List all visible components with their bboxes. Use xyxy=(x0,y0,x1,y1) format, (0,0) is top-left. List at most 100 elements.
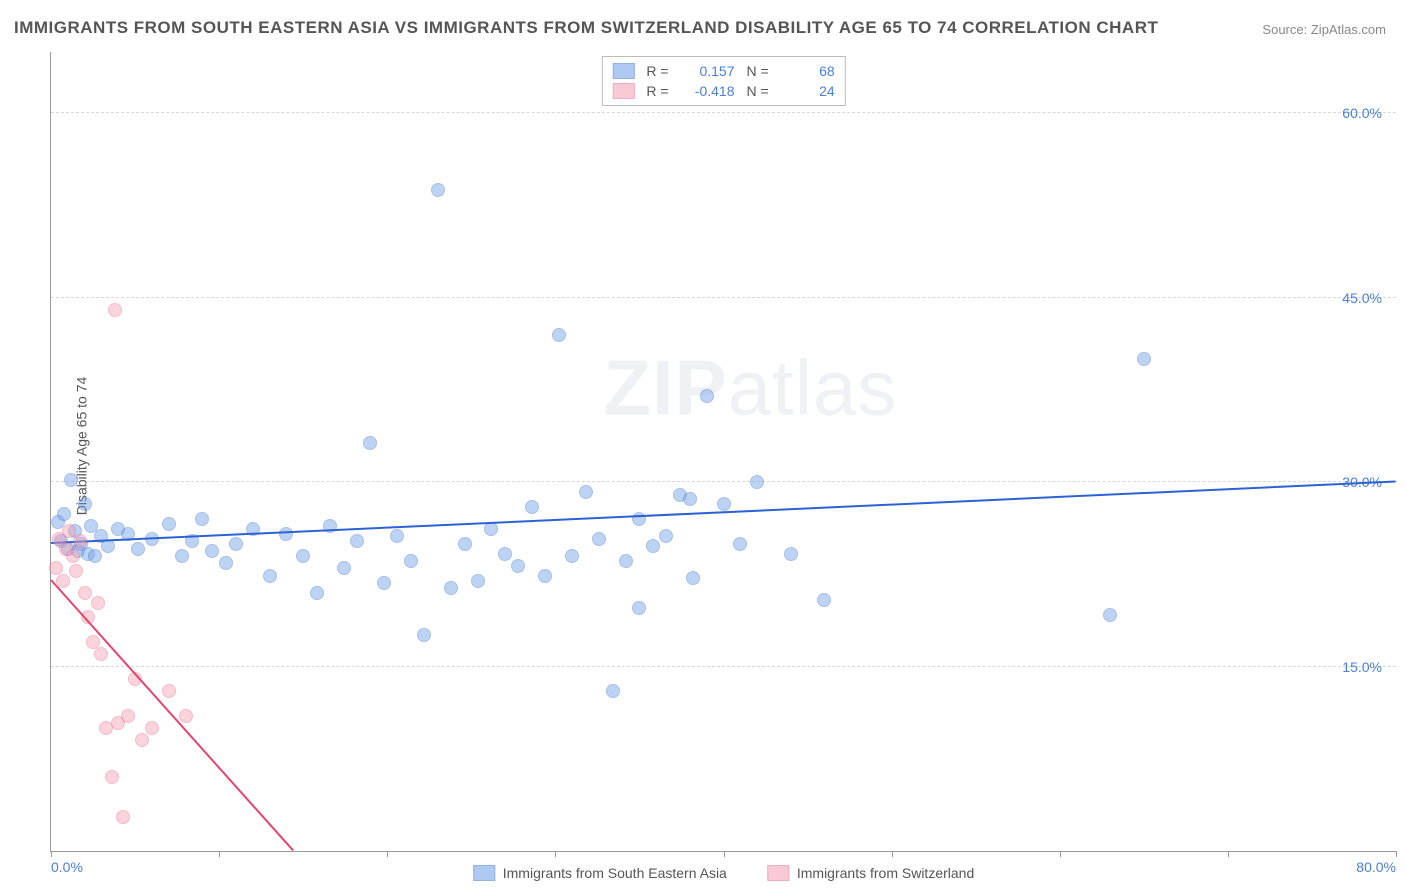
data-point xyxy=(145,721,159,735)
data-point xyxy=(73,534,87,548)
data-point xyxy=(195,512,209,526)
gridline xyxy=(51,666,1396,667)
trend-line xyxy=(50,579,294,851)
data-point xyxy=(88,549,102,563)
r-value: 0.157 xyxy=(681,63,735,79)
x-tick xyxy=(1396,851,1397,857)
data-point xyxy=(78,497,92,511)
data-point xyxy=(632,601,646,615)
x-tick xyxy=(1060,851,1061,857)
data-point xyxy=(458,537,472,551)
r-value: -0.418 xyxy=(681,83,735,99)
data-point xyxy=(296,549,310,563)
data-point xyxy=(1137,352,1151,366)
data-point xyxy=(263,569,277,583)
data-point xyxy=(310,586,324,600)
series-legend: Immigrants from South Eastern Asia Immigr… xyxy=(473,865,974,881)
r-label: R = xyxy=(646,63,668,79)
data-point xyxy=(162,684,176,698)
x-tick xyxy=(1228,851,1229,857)
data-point xyxy=(471,574,485,588)
data-point xyxy=(525,500,539,514)
data-point xyxy=(135,733,149,747)
y-tick-label: 60.0% xyxy=(1342,105,1382,121)
data-point xyxy=(538,569,552,583)
data-point xyxy=(565,549,579,563)
x-tick xyxy=(555,851,556,857)
gridline xyxy=(51,112,1396,113)
data-point xyxy=(91,596,105,610)
data-point xyxy=(66,549,80,563)
data-point xyxy=(131,542,145,556)
data-point xyxy=(279,527,293,541)
data-point xyxy=(337,561,351,575)
legend-swatch xyxy=(612,83,634,99)
data-point xyxy=(377,576,391,590)
legend-item: Immigrants from Switzerland xyxy=(767,865,974,881)
x-tick-label: 80.0% xyxy=(1356,859,1396,875)
data-point xyxy=(646,539,660,553)
watermark: ZIPatlas xyxy=(603,342,897,433)
legend-swatch xyxy=(473,865,495,881)
r-label: R = xyxy=(646,83,668,99)
y-tick-label: 15.0% xyxy=(1342,659,1382,675)
data-point xyxy=(78,586,92,600)
n-value: 24 xyxy=(781,83,835,99)
correlation-legend: R = 0.157 N = 68 R = -0.418 N = 24 xyxy=(601,56,845,106)
source-link[interactable]: ZipAtlas.com xyxy=(1311,22,1386,37)
trend-line xyxy=(51,480,1396,543)
data-point xyxy=(686,571,700,585)
data-point xyxy=(229,537,243,551)
data-point xyxy=(64,473,78,487)
data-point xyxy=(162,517,176,531)
chart-plot-area: ZIPatlas R =0.157N =68R =-0.418N =24 Imm… xyxy=(50,52,1396,852)
n-label: N = xyxy=(747,83,769,99)
data-point xyxy=(404,554,418,568)
data-point xyxy=(57,507,71,521)
data-point xyxy=(205,544,219,558)
data-point xyxy=(417,628,431,642)
x-tick xyxy=(51,851,52,857)
legend-row: R = 0.157 N = 68 xyxy=(612,61,834,81)
x-tick xyxy=(219,851,220,857)
legend-label: Immigrants from South Eastern Asia xyxy=(503,865,727,881)
source-label: Source: xyxy=(1262,22,1307,37)
data-point xyxy=(592,532,606,546)
data-point xyxy=(511,559,525,573)
data-point xyxy=(94,647,108,661)
x-tick xyxy=(387,851,388,857)
data-point xyxy=(69,564,83,578)
n-value: 68 xyxy=(781,63,835,79)
data-point xyxy=(498,547,512,561)
legend-row: R = -0.418 N = 24 xyxy=(612,81,834,101)
data-point xyxy=(363,436,377,450)
data-point xyxy=(108,303,122,317)
source-attribution: Source: ZipAtlas.com xyxy=(1262,22,1386,37)
gridline xyxy=(51,481,1396,482)
data-point xyxy=(1103,608,1117,622)
legend-swatch xyxy=(767,865,789,881)
data-point xyxy=(659,529,673,543)
data-point xyxy=(700,389,714,403)
data-point xyxy=(717,497,731,511)
data-point xyxy=(175,549,189,563)
data-point xyxy=(431,183,445,197)
legend-swatch xyxy=(612,63,634,79)
data-point xyxy=(619,554,633,568)
data-point xyxy=(579,485,593,499)
data-point xyxy=(606,684,620,698)
data-point xyxy=(750,475,764,489)
data-point xyxy=(784,547,798,561)
data-point xyxy=(390,529,404,543)
data-point xyxy=(116,810,130,824)
y-tick-label: 45.0% xyxy=(1342,290,1382,306)
data-point xyxy=(444,581,458,595)
x-tick xyxy=(892,851,893,857)
legend-label: Immigrants from Switzerland xyxy=(797,865,974,881)
data-point xyxy=(552,328,566,342)
x-tick xyxy=(724,851,725,857)
data-point xyxy=(105,770,119,784)
data-point xyxy=(350,534,364,548)
gridline xyxy=(51,297,1396,298)
n-label: N = xyxy=(747,63,769,79)
